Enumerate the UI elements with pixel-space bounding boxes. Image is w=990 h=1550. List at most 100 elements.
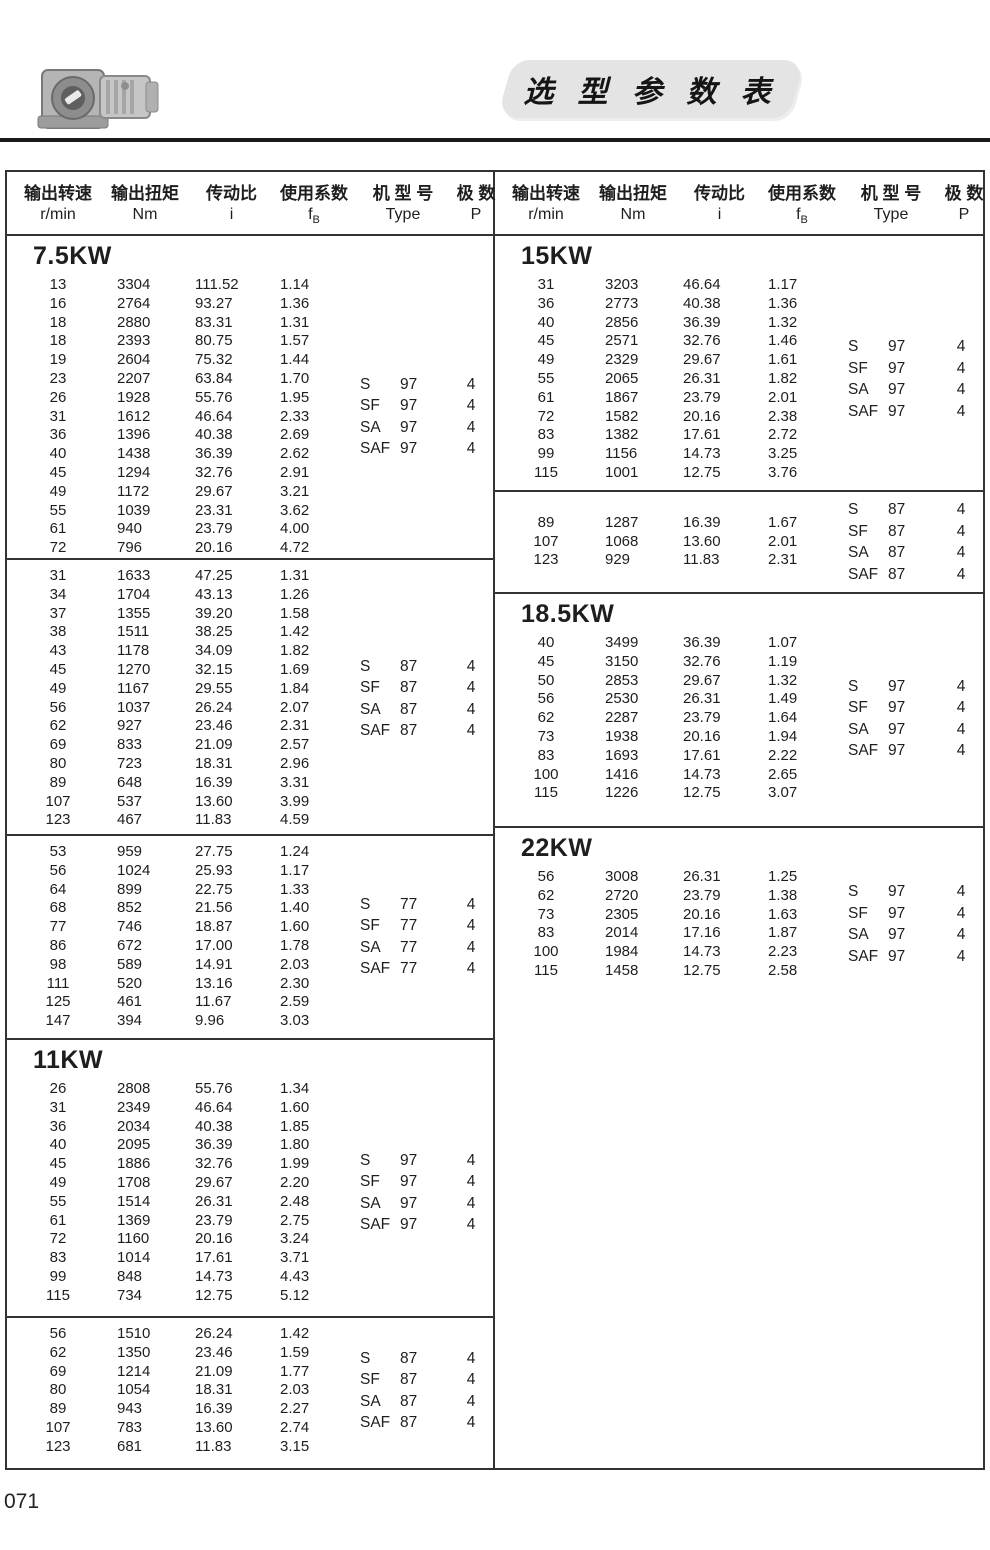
type-size: 97 (888, 699, 906, 717)
torque-cell: 2880 (117, 313, 151, 331)
type-row: SAF 97 4 (842, 740, 983, 762)
torque-cell: 2034 (117, 1117, 151, 1135)
service-factor-cell: 1.82 (280, 642, 310, 660)
poles-value: 4 (466, 895, 476, 913)
poles-value: 4 (466, 722, 476, 740)
header-type-en: Type (385, 206, 421, 224)
torque-cell: 1160 (117, 1230, 150, 1248)
ratio-cell: 32.15 (195, 660, 233, 678)
type-size: 97 (888, 883, 906, 901)
torque-cell: 1024 (117, 861, 151, 879)
type-row: SA 97 4 (354, 417, 493, 439)
speed-cell: 107 (45, 792, 71, 810)
torque-cell: 959 (117, 843, 143, 860)
type-row: SF 97 4 (354, 1171, 493, 1193)
poles-value: 4 (466, 917, 476, 935)
torque-cell: 1068 (605, 532, 639, 550)
service-factor-cell: 1.38 (768, 886, 798, 904)
service-factor-cell: 4.72 (280, 539, 310, 557)
header-ratio: 传动比 (206, 184, 257, 204)
header-service-factor: 使用系数 (280, 184, 348, 204)
poles-value: 4 (956, 926, 966, 944)
torque-cell: 1708 (117, 1173, 151, 1191)
service-factor-cell: 1.78 (280, 936, 310, 954)
ratio-cell: 29.55 (195, 679, 233, 697)
service-factor-cell: 1.60 (280, 918, 310, 936)
type-row: S 97 4 (842, 336, 983, 358)
type-series: SAF (360, 440, 391, 458)
torque-cell: 2856 (605, 313, 639, 331)
right-sections: 15KW 31 3203 46.64 1.17 36 2773 40.38 1.36 40 2856… (495, 236, 983, 1468)
speed-cell: 115 (46, 1286, 70, 1304)
ratio-cell: 111.52 (195, 276, 239, 293)
service-factor-cell: 4.43 (280, 1267, 310, 1285)
ratio-cell: 17.00 (195, 936, 233, 954)
speed-cell: 111 (46, 974, 70, 992)
data-grid: 40 3499 36.39 1.07 45 3150 32.76 1.19 50 2853 29.6… (503, 634, 842, 803)
torque-cell: 1416 (605, 765, 639, 783)
ratio-cell: 29.67 (195, 1173, 233, 1191)
service-factor-cell: 1.95 (280, 388, 310, 406)
speed-cell: 107 (45, 1418, 71, 1436)
torque-cell: 1294 (117, 463, 151, 481)
service-factor-cell: 1.33 (280, 880, 310, 898)
torque-cell: 1172 (117, 482, 150, 500)
ratio-cell: 40.38 (683, 294, 721, 312)
type-size: 97 (400, 1216, 418, 1234)
torque-cell: 1369 (117, 1211, 151, 1229)
type-size: 97 (888, 947, 906, 965)
speed-cell: 99 (49, 1267, 67, 1285)
page-number: 071 (4, 1490, 40, 1513)
speed-cell: 40 (49, 1136, 67, 1154)
service-factor-cell: 1.42 (280, 623, 310, 641)
service-factor-cell: 1.32 (768, 313, 798, 331)
service-factor-cell: 3.62 (280, 501, 310, 519)
speed-cell: 115 (534, 463, 558, 481)
torque-cell: 1458 (605, 961, 639, 979)
power-subsection: 53 959 27.75 1.24 56 1024 25.93 1.17 64 899 22.75 1… (7, 834, 493, 1038)
power-subsection: 31 1633 47.25 1.31 34 1704 43.13 1.26 37 1355 39.2… (7, 558, 493, 834)
page-title: 选 型 参 数 表 (523, 76, 779, 109)
speed-cell: 49 (537, 351, 555, 369)
service-factor-cell: 1.40 (280, 899, 310, 917)
type-size: 87 (400, 679, 418, 697)
speed-cell: 68 (49, 899, 67, 917)
ratio-cell: 18.31 (195, 754, 233, 772)
data-grid: 31 1633 47.25 1.31 34 1704 43.13 1.26 37 1355 39.2… (15, 567, 354, 830)
service-factor-cell: 1.32 (768, 671, 798, 689)
service-factor-cell: 2.31 (280, 717, 310, 735)
data-grid: 31 3203 46.64 1.17 36 2773 40.38 1.36 40 2856 36.3… (503, 276, 842, 483)
speed-cell: 64 (49, 880, 67, 898)
type-size: 97 (888, 720, 906, 738)
power-section-11KW: 11KW 26 2808 55.76 1.34 31 2349 46.64 1.60 36 2034… (7, 1038, 493, 1316)
header-service-factor: 使用系数 (768, 184, 836, 204)
type-row: SAF 87 4 (354, 1412, 493, 1434)
type-series: S (848, 501, 859, 518)
service-factor-cell: 1.87 (768, 924, 798, 942)
ratio-cell: 63.84 (195, 369, 233, 387)
speed-cell: 123 (533, 551, 559, 569)
service-factor-cell: 3.31 (280, 773, 310, 791)
type-row: SF 97 4 (354, 395, 493, 417)
type-series: S (360, 657, 371, 675)
type-series: SAF (848, 565, 879, 583)
ratio-cell: 23.79 (683, 709, 721, 727)
header-speed-unit: r/min (528, 206, 564, 224)
service-factor-cell: 2.48 (280, 1192, 310, 1210)
service-factor-cell: 1.42 (280, 1325, 310, 1342)
torque-cell: 723 (117, 754, 143, 772)
type-size: 87 (400, 1414, 418, 1432)
speed-cell: 56 (537, 690, 555, 708)
poles-value: 4 (466, 1414, 476, 1432)
section-body: 53 959 27.75 1.24 56 1024 25.93 1.17 64 899 22.75 1… (7, 843, 493, 1031)
header-torque-unit: Nm (132, 206, 158, 224)
type-block: S 87 4 SF 87 4 SA 87 4 SAF 87 4 (354, 1348, 493, 1434)
speed-cell: 61 (49, 1211, 67, 1229)
service-factor-cell: 1.80 (280, 1136, 310, 1154)
poles-value: 4 (466, 1349, 476, 1367)
type-series: S (360, 375, 371, 393)
speed-cell: 89 (49, 773, 67, 791)
speed-cell: 98 (49, 955, 67, 973)
torque-cell: 1938 (605, 727, 639, 745)
torque-cell: 1226 (605, 784, 639, 802)
